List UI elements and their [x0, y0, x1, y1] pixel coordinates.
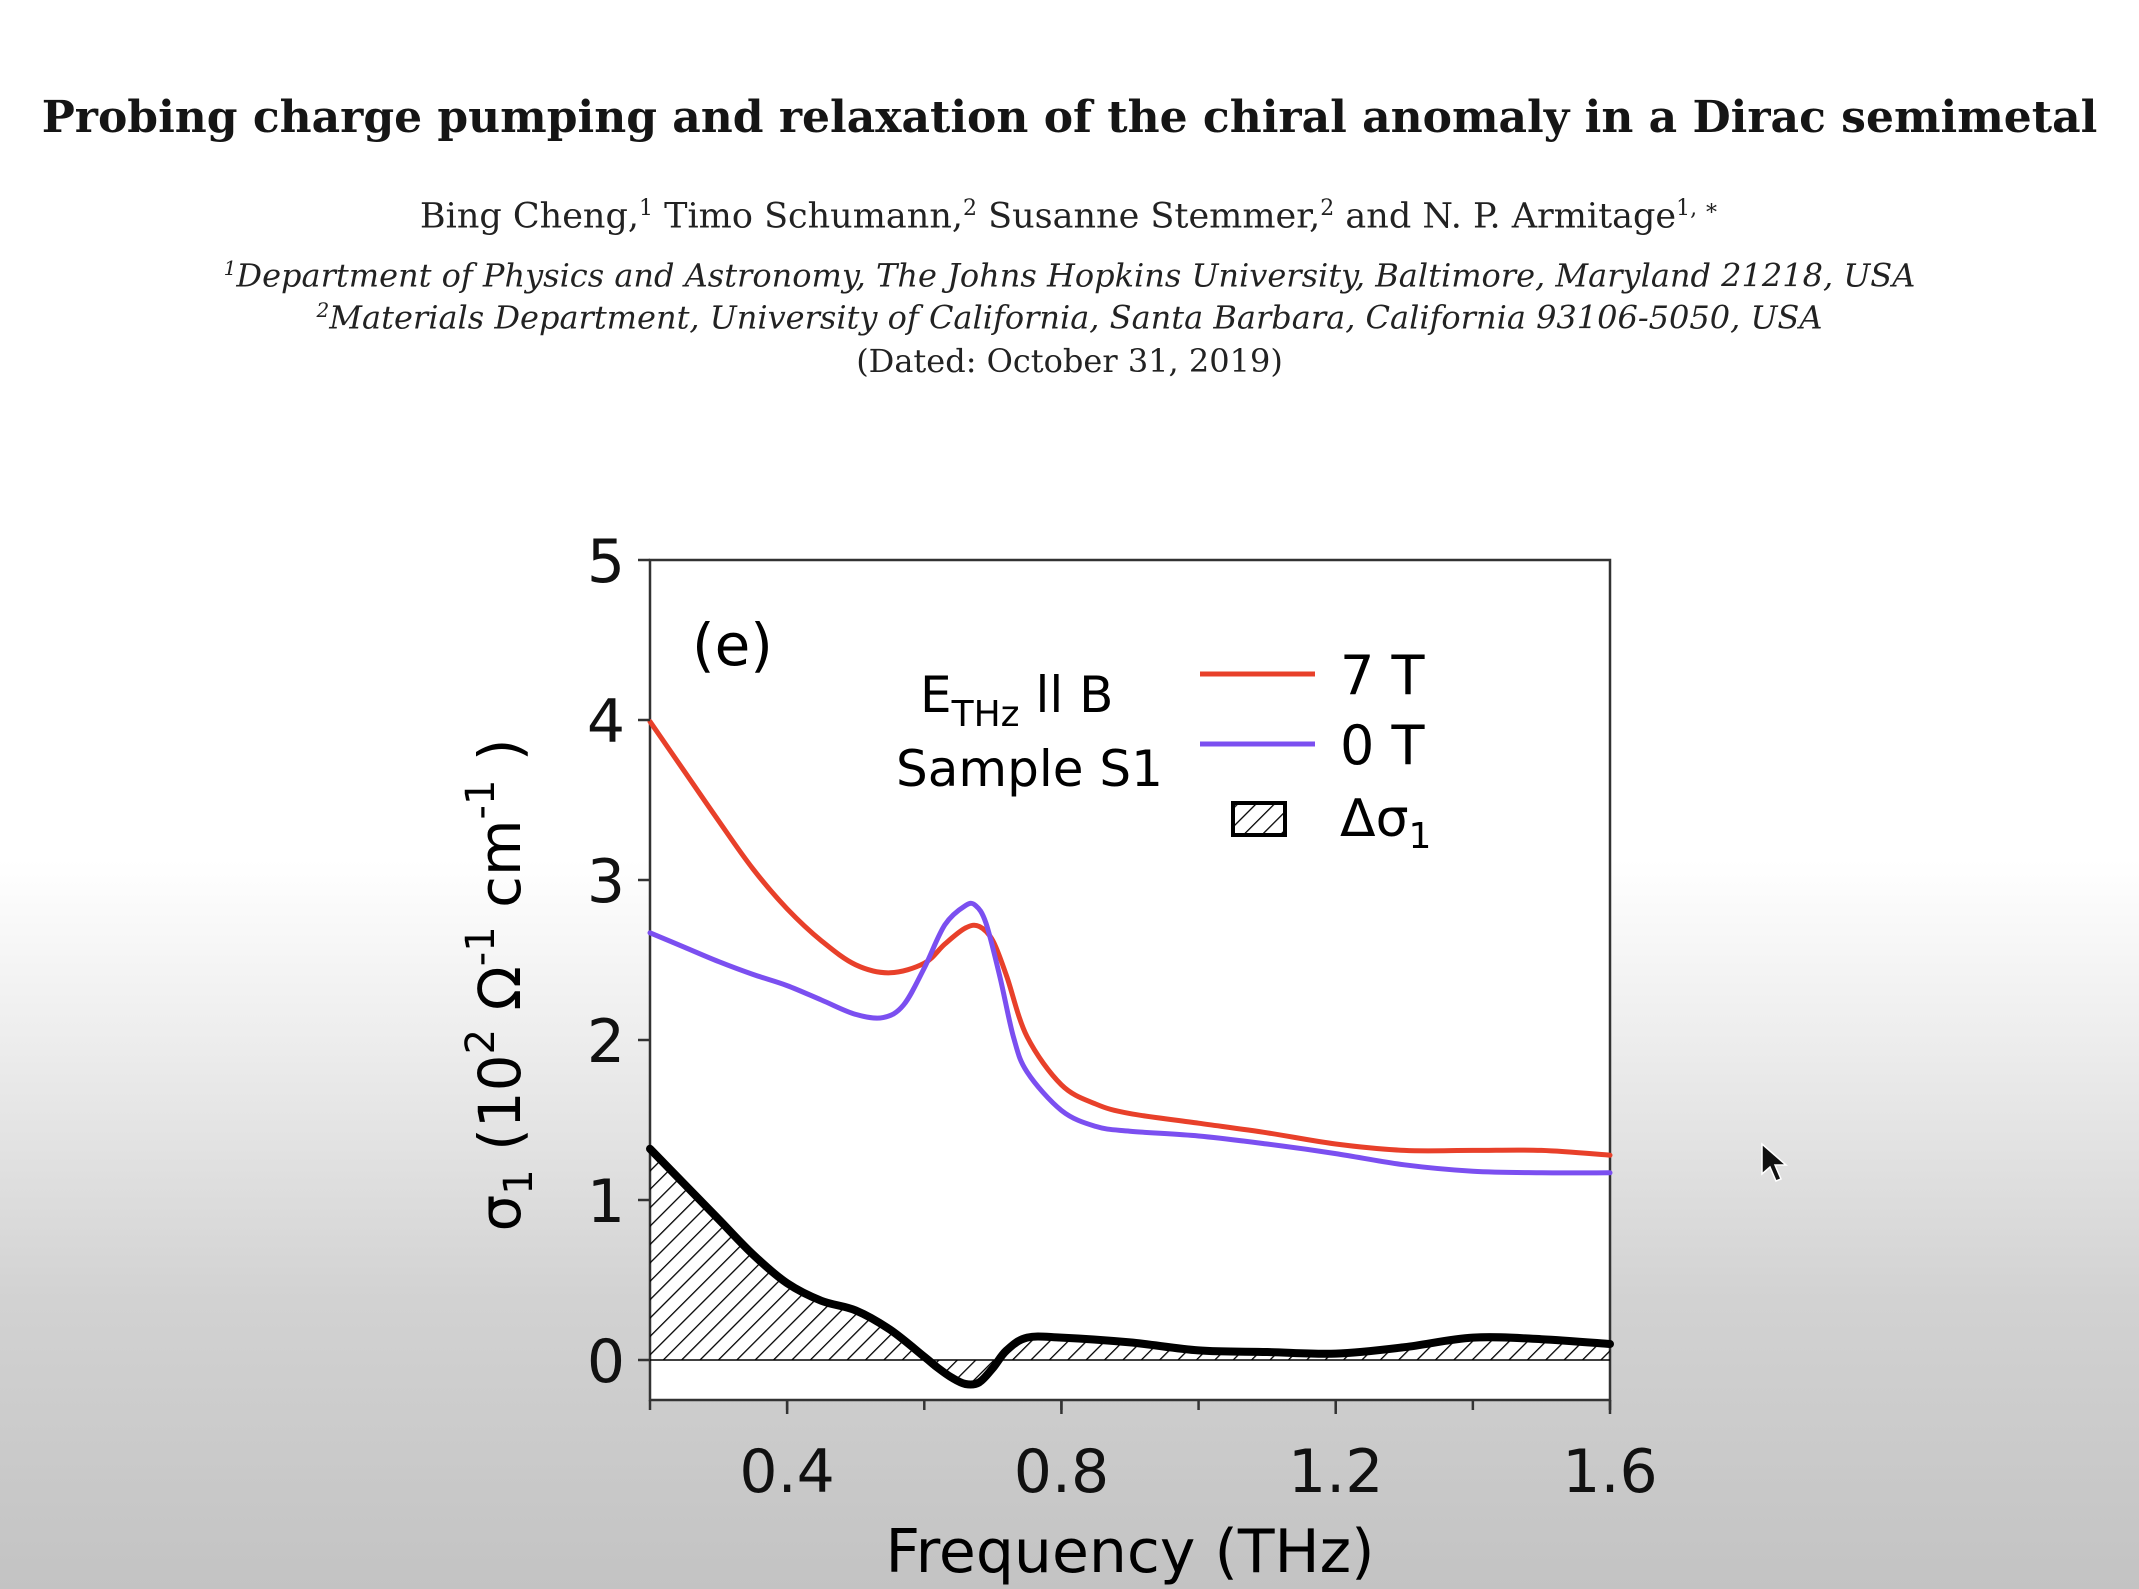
y-tick-label: 5 [587, 527, 625, 597]
legend-label-0t: 0 T [1340, 714, 1426, 777]
author-affil-marker: 2 [963, 196, 977, 221]
annotation-subscript: THz [951, 694, 1020, 735]
y-axis-label: σ1 (102 Ω-1 cm-1 ) [458, 739, 542, 1232]
series-line-1 [647, 900, 1613, 1176]
x-axis-label: Frequency (THz) [885, 1517, 1374, 1587]
field-orientation-annotation: ETHz ll B [920, 666, 1113, 735]
y-tick-label: 3 [587, 847, 625, 917]
legend-label-7t: 7 T [1340, 644, 1426, 707]
plot-frame [648, 558, 1612, 1402]
author-name: and N. P. Armitage [1345, 196, 1677, 237]
annotation-main: E [920, 666, 952, 724]
affiliation-2: 2Materials Department, University of Cal… [0, 298, 2139, 337]
author-name: Bing Cheng, [419, 196, 639, 237]
y-tick-label: 2 [587, 1007, 625, 1077]
affiliation-text: Materials Department, University of Cali… [329, 298, 1823, 337]
legend-swatch-delta [1231, 801, 1287, 837]
series-line-2 [646, 1144, 1614, 1389]
x-tick-label: 1.2 [1288, 1437, 1383, 1507]
paper-title: Probing charge pumping and relaxation of… [41, 92, 2098, 143]
mouse-cursor-icon [1761, 1142, 1788, 1182]
affiliation-marker: 2 [316, 298, 330, 322]
dated-line: (Dated: October 31, 2019) [856, 342, 1283, 380]
annotation-rest: ll B [1020, 666, 1114, 724]
panel-label: (e) [692, 611, 773, 679]
affiliation-marker: 1 [223, 256, 237, 280]
y-tick-label: 4 [587, 687, 625, 757]
author-affil-marker: 2 [1320, 196, 1335, 221]
author-affil-marker: 1, ∗ [1676, 196, 1720, 221]
author-list: Bing Cheng,1 Timo Schumann,2 Susanne Ste… [0, 196, 2139, 237]
affiliation-1: 1Department of Physics and Astronomy, Th… [0, 256, 2139, 295]
legend: 7 T 0 T Δσ1 [1200, 644, 1431, 857]
x-tick-label: 1.6 [1562, 1437, 1657, 1507]
x-tick-label: 0.4 [739, 1437, 834, 1507]
author-affil-marker: 1 [639, 196, 653, 221]
y-tick-label: 1 [587, 1167, 625, 1237]
author-name: Timo Schumann, [664, 196, 963, 237]
x-tick-label: 0.8 [1014, 1437, 1109, 1507]
affiliation-text: Department of Physics and Astronomy, The… [236, 256, 1916, 295]
author-name: Susanne Stemmer, [988, 196, 1321, 237]
series-line-0 [647, 719, 1613, 1158]
y-tick-label: 0 [587, 1327, 625, 1397]
sample-annotation: Sample S1 [896, 740, 1163, 798]
